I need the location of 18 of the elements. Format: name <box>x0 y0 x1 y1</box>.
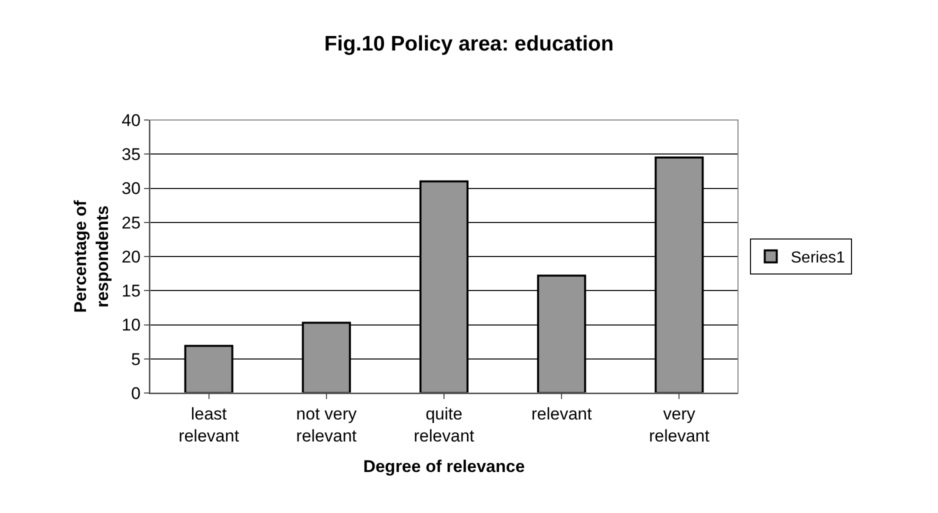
x-tick-label: not very relevant <box>296 404 358 446</box>
x-tick-label: relevant <box>531 404 592 424</box>
x-tick-label: very relevant <box>648 404 710 446</box>
chart-title: Fig.10 Policy area: education <box>324 32 614 56</box>
y-tick-label: 30 <box>122 179 141 198</box>
y-tick-label: 15 <box>122 282 141 301</box>
y-tick-label: 0 <box>131 384 141 403</box>
x-tick-label: least relevant <box>178 404 240 446</box>
x-tick-label: quite relevant <box>414 404 475 446</box>
y-tick-label: 40 <box>122 110 141 130</box>
y-tick-label: 10 <box>122 316 141 335</box>
y-axis-title: Percentage of respondents <box>71 200 112 313</box>
legend-label: Series1 <box>790 250 846 267</box>
x-axis-title: Degree of relevance <box>363 456 525 476</box>
y-tick-label: 20 <box>122 247 141 266</box>
y-tick-label: 35 <box>122 145 141 164</box>
y-tick-label: 5 <box>131 350 141 369</box>
y-tick-label: 25 <box>122 213 141 232</box>
